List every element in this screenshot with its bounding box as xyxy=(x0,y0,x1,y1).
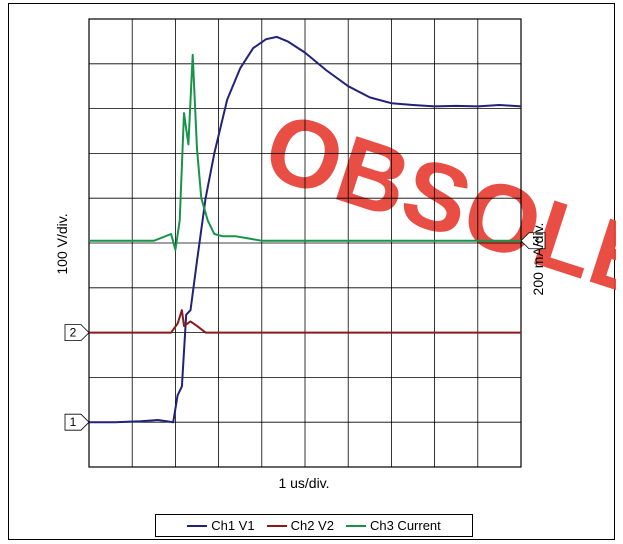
series-line-ch3 xyxy=(89,53,521,251)
legend-label: Ch2 V2 xyxy=(290,518,334,533)
legend-label: Ch1 V1 xyxy=(211,518,255,533)
oscilloscope-chart: OBSOLETE 123 1 us/div. 100 V/div. 200 mA… xyxy=(54,18,616,491)
legend-label: Ch3 Current xyxy=(369,518,441,533)
channel-marker-label: 3 xyxy=(533,234,540,248)
legend-swatch xyxy=(345,524,366,527)
legend-swatch xyxy=(266,524,287,527)
channel-marker-tag xyxy=(64,413,90,431)
channel-markers: 1 2 3 xyxy=(64,232,546,431)
plot-grid xyxy=(89,19,521,467)
legend-swatch xyxy=(187,524,208,527)
chart-legend: Ch1 V1 Ch2 V2 Ch3 Current xyxy=(155,514,473,537)
y-axis-label-left: 100 V/div. xyxy=(54,213,70,274)
series-layer xyxy=(89,35,522,424)
channel-marker-1: 1 xyxy=(64,413,90,431)
series-line-ch2 xyxy=(89,309,521,334)
x-axis-label: 1 us/div. xyxy=(278,475,329,491)
channel-marker-3: 3 xyxy=(520,232,546,250)
legend-item-ch2: Ch2 V2 xyxy=(266,518,334,533)
legend-item-ch3: Ch3 Current xyxy=(345,518,441,533)
channel-marker-label: 2 xyxy=(70,326,77,340)
channel-marker-tag xyxy=(64,324,90,341)
series-line-ch1 xyxy=(89,35,522,424)
legend-item-ch1: Ch1 V1 xyxy=(187,518,255,533)
channel-marker-label: 1 xyxy=(70,415,77,429)
channel-marker-2: 2 xyxy=(64,324,90,341)
plot-border xyxy=(88,18,522,468)
y-axis-label-right: 200 mA/div. xyxy=(530,223,546,296)
channel-marker-tag xyxy=(520,232,546,250)
